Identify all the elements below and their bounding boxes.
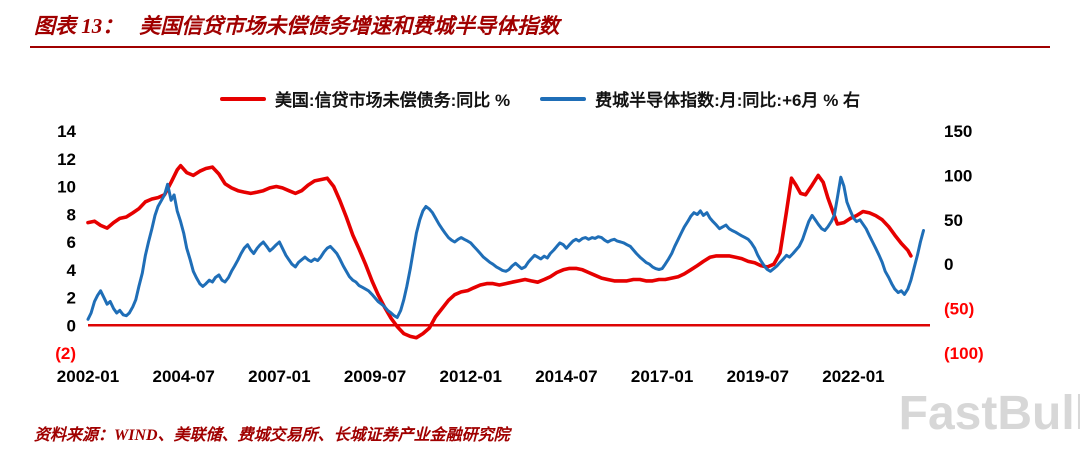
right-axis-tick-label: 100	[944, 166, 972, 185]
legend-line-swatch-red	[219, 96, 266, 101]
left-axis-tick-label: 12	[57, 150, 76, 169]
left-axis-tick-label: 4	[67, 261, 77, 280]
figure-number: 图表 13：	[34, 14, 124, 38]
chart-legend: 美国:信贷市场未偿债务:同比 % 费城半导体指数:月:同比:+6月 % 右	[0, 86, 1080, 111]
x-axis-tick-label: 2017-01	[631, 367, 693, 386]
series-line-us-credit-debt	[86, 163, 913, 340]
left-axis-tick-label: 2	[67, 289, 76, 308]
left-axis-tick-label: 14	[57, 122, 76, 141]
left-axis-tick-label: 6	[67, 233, 76, 252]
legend-item-sox-index: 费城半导体指数:月:同比:+6月 % 右	[540, 86, 860, 111]
fastbull-watermark: FastBull	[898, 387, 1080, 440]
right-axis-tick-label: 150	[944, 122, 972, 141]
x-axis-tick-label: 2012-01	[440, 367, 502, 386]
x-axis-tick-label: 2022-01	[822, 367, 884, 386]
x-axis-tick-label: 2007-01	[248, 367, 310, 386]
series-line-sox-index	[86, 175, 925, 321]
x-axis-tick-label: 2009-07	[344, 367, 406, 386]
left-axis-tick-label: 8	[67, 205, 76, 224]
right-axis-tick-label: (100)	[944, 344, 984, 363]
x-axis-tick-label: 2004-07	[152, 367, 214, 386]
data-source-note: 资料来源：WIND、美联储、费城交易所、长城证券产业金融研究院	[34, 427, 510, 444]
left-axis-tick-label: 10	[57, 178, 76, 197]
figure-title: 美国信贷市场未偿债务增速和费城半导体指数	[139, 14, 560, 38]
right-axis-tick-label: 50	[944, 211, 963, 230]
figure-header: 图表 13： 美国信贷市场未偿债务增速和费城半导体指数	[34, 10, 559, 40]
x-axis-tick-label: 2002-01	[57, 367, 119, 386]
right-axis-tick-label: (50)	[944, 300, 974, 319]
x-axis-tick-label: 2014-07	[535, 367, 597, 386]
x-axis-tick-label: 2019-07	[727, 367, 789, 386]
left-axis-tick-label: 0	[67, 316, 76, 335]
left-axis-tick-label: (2)	[55, 344, 76, 363]
legend-label-us-credit-debt: 美国:信贷市场未偿债务:同比 %	[274, 91, 511, 110]
legend-label-sox-index: 费城半导体指数:月:同比:+6月 % 右	[595, 91, 861, 110]
right-axis-tick-label: 0	[944, 255, 953, 274]
legend-line-swatch-blue	[540, 96, 587, 101]
legend-item-us-credit-debt: 美国:信贷市场未偿债务:同比 %	[219, 86, 511, 111]
title-divider	[30, 46, 1050, 48]
